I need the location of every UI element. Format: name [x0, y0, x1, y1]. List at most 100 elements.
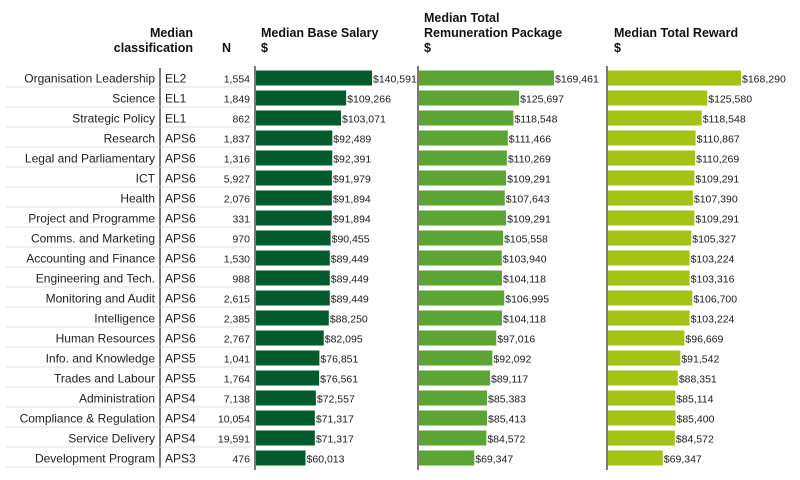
bar — [608, 330, 685, 346]
n-label: 1,316 — [224, 154, 250, 166]
data-label: $90,455 — [332, 234, 370, 246]
data-label: $91,542 — [681, 354, 719, 366]
bar — [256, 270, 330, 286]
header-total-remuneration-line: Median Total — [424, 11, 499, 25]
data-label: $89,117 — [491, 374, 528, 386]
classification-label: APS6 — [165, 132, 196, 146]
data-label: $109,291 — [695, 174, 739, 186]
bar — [256, 110, 342, 126]
bar — [608, 450, 663, 466]
n-label: 1,554 — [224, 74, 250, 86]
bar — [608, 150, 696, 166]
bar — [419, 130, 508, 146]
category-label: Comms. and Marketing — [31, 232, 155, 246]
bar — [256, 450, 306, 466]
bar — [608, 430, 675, 446]
data-label: $107,390 — [694, 194, 738, 206]
classification-label: APS6 — [165, 152, 196, 166]
n-label: 988 — [232, 274, 250, 286]
bar — [256, 410, 315, 426]
data-label: $71,317 — [316, 434, 354, 446]
n-label: 1,764 — [224, 374, 250, 386]
classification-label: APS6 — [165, 272, 196, 286]
bar — [608, 190, 693, 206]
n-label: 970 — [232, 234, 250, 246]
bar — [256, 90, 347, 106]
bar — [608, 350, 681, 366]
bar — [419, 210, 507, 226]
bar — [608, 270, 690, 286]
category-label: Legal and Parliamentary — [25, 152, 155, 166]
bar — [608, 230, 692, 246]
bar — [419, 390, 488, 406]
n-label: 1,041 — [224, 354, 250, 366]
data-label: $85,413 — [488, 414, 526, 426]
bar — [419, 430, 487, 446]
classification-label: APS6 — [165, 312, 196, 326]
n-label: 476 — [232, 454, 250, 466]
classification-label: APS6 — [165, 332, 196, 346]
data-label: $85,400 — [676, 414, 714, 426]
n-label: 331 — [232, 214, 250, 226]
data-label: $97,016 — [497, 334, 535, 346]
bar — [419, 250, 502, 266]
n-label: 19,591 — [218, 434, 250, 446]
bar — [256, 170, 332, 186]
data-label: $118,548 — [703, 114, 746, 126]
bar — [419, 330, 497, 346]
classification-label: APS6 — [165, 232, 196, 246]
data-label: $105,327 — [692, 234, 736, 246]
n-label: 2,076 — [224, 194, 250, 206]
category-label: Monitoring and Audit — [46, 292, 156, 306]
data-label: $169,461 — [555, 74, 599, 86]
bar — [608, 170, 695, 186]
category-label: Trades and Labour — [54, 372, 155, 386]
bar — [256, 250, 330, 266]
bar — [419, 350, 493, 366]
data-label: $104,118 — [503, 274, 546, 286]
bar — [608, 310, 690, 326]
bar — [419, 450, 475, 466]
category-label: Service Delivery — [68, 432, 155, 446]
category-label: Human Resources — [56, 332, 155, 346]
data-label: $111,466 — [509, 134, 551, 146]
classification-label: APS6 — [165, 252, 196, 266]
header-base-salary-line: Median Base Salary — [261, 26, 378, 40]
data-label: $125,580 — [708, 94, 752, 106]
data-label: $125,697 — [520, 94, 564, 106]
data-label: $89,449 — [331, 254, 369, 266]
data-label: $104,118 — [503, 314, 546, 326]
header-total-reward-line: $ — [614, 41, 621, 55]
category-label: Accounting and Finance — [26, 252, 155, 266]
data-label: $110,269 — [696, 154, 739, 166]
data-label: $91,979 — [333, 174, 371, 186]
n-label: 1,530 — [224, 254, 250, 266]
bar — [256, 70, 372, 86]
classification-label: APS4 — [165, 412, 196, 426]
data-label: $92,092 — [493, 354, 531, 366]
data-label: $110,269 — [508, 154, 551, 166]
data-label: $96,669 — [685, 334, 723, 346]
data-label: $168,290 — [742, 74, 786, 86]
header-total-remuneration-line: Remuneration Package — [424, 26, 562, 40]
classification-label: APS5 — [165, 352, 196, 366]
header-total-reward-line: Median Total Reward — [614, 26, 738, 40]
bar — [419, 410, 488, 426]
bar — [608, 70, 741, 86]
n-label: 7,138 — [224, 394, 250, 406]
data-label: $140,591 — [373, 74, 417, 86]
bar — [419, 230, 504, 246]
n-label: 862 — [232, 114, 250, 126]
data-label: $106,995 — [505, 294, 549, 306]
bar — [608, 90, 708, 106]
bar — [256, 430, 315, 446]
data-label: $60,013 — [307, 454, 345, 466]
bar — [608, 210, 695, 226]
bar — [419, 370, 490, 386]
data-label: $85,114 — [676, 394, 713, 406]
category-label: Health — [120, 192, 155, 206]
data-label: $84,572 — [487, 434, 525, 446]
data-label: $71,317 — [316, 414, 354, 426]
